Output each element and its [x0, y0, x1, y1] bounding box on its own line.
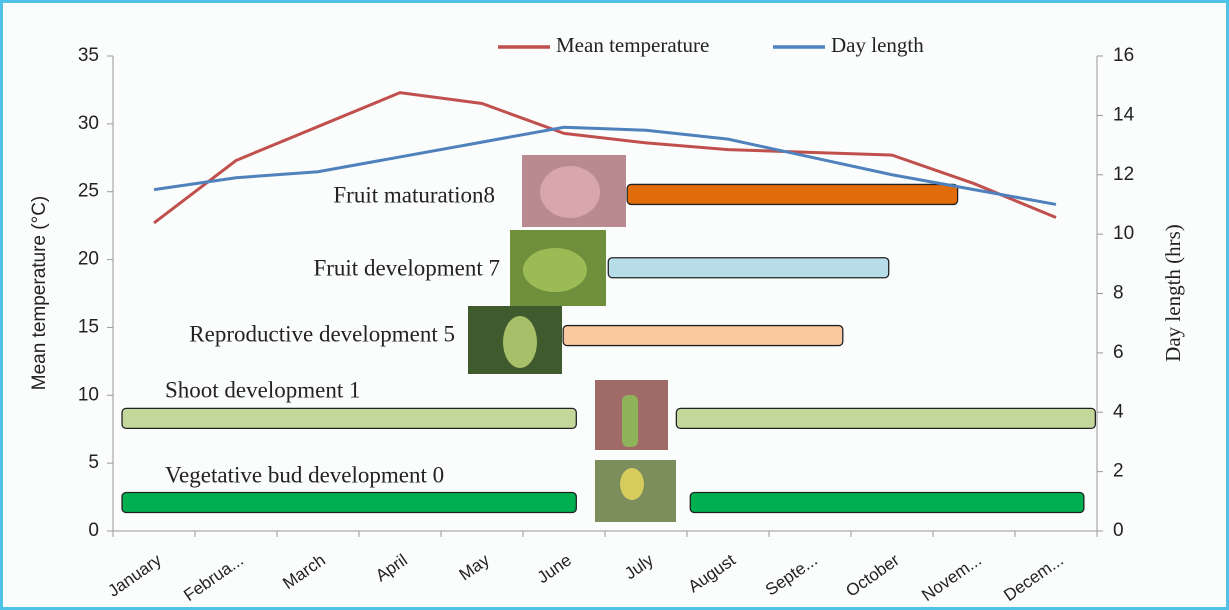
y-tick-label: 25 — [78, 181, 99, 202]
phase-bar — [122, 408, 576, 428]
y2-tick-label: 4 — [1113, 401, 1124, 422]
phase-label: Shoot development 1 — [165, 377, 360, 402]
phase-bar — [122, 493, 576, 513]
page: {"chart_data": { "type": "line", "catego… — [0, 0, 1229, 610]
y2-tick-label: 0 — [1113, 520, 1124, 541]
phase-bar — [676, 408, 1095, 428]
phase-bar — [563, 326, 843, 346]
photo — [540, 166, 600, 218]
y-tick-label: 20 — [78, 249, 99, 270]
y2-tick-label: 10 — [1113, 223, 1134, 244]
y-tick-label: 35 — [78, 45, 99, 66]
legend-label: Mean temperature — [556, 33, 709, 57]
legend-label: Day length — [831, 33, 924, 57]
chart: Mean temperature (°C) Day length (hrs) 0… — [0, 0, 1229, 610]
y2-tick-label: 12 — [1113, 164, 1134, 185]
y-tick-label: 10 — [78, 384, 99, 405]
y2-tick-label: 2 — [1113, 461, 1124, 482]
phase-label: Reproductive development 5 — [189, 321, 455, 346]
y2-tick-label: 6 — [1113, 342, 1124, 363]
y-tick-label: 5 — [88, 452, 99, 473]
y2-tick-label: 14 — [1113, 104, 1135, 125]
phase-bar — [608, 258, 888, 278]
y2-axis-title: Day length (hrs) — [1161, 224, 1185, 362]
phase-label: Fruit development 7 — [313, 255, 500, 280]
y-axis-title: Mean temperature (°C) — [29, 196, 50, 391]
phase-bar — [690, 493, 1084, 513]
y2-tick-label: 8 — [1113, 283, 1124, 304]
photo — [503, 316, 537, 368]
y-tick-label: 0 — [88, 520, 99, 541]
y-tick-label: 15 — [78, 316, 99, 337]
photo — [622, 395, 638, 447]
phase-label: Vegetative bud development 0 — [165, 462, 444, 487]
photo — [620, 468, 644, 500]
y-tick-label: 30 — [78, 113, 99, 134]
photo — [523, 248, 587, 292]
phase-label: Fruit maturation8 — [333, 182, 495, 207]
phase-bar — [627, 184, 957, 204]
y2-tick-label: 16 — [1113, 45, 1134, 66]
